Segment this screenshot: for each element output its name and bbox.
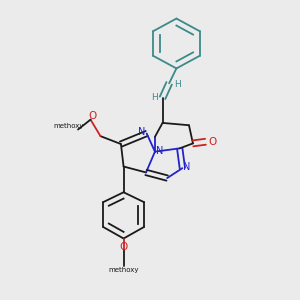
Text: methoxy: methoxy [54,123,84,129]
Text: methoxy: methoxy [108,267,139,273]
Text: N: N [183,161,190,172]
Text: H: H [174,80,181,89]
Text: O: O [88,111,96,121]
Text: N: N [138,127,146,137]
Text: N: N [156,146,163,156]
Text: H: H [151,93,158,102]
Text: O: O [208,137,216,147]
Text: O: O [119,242,128,252]
